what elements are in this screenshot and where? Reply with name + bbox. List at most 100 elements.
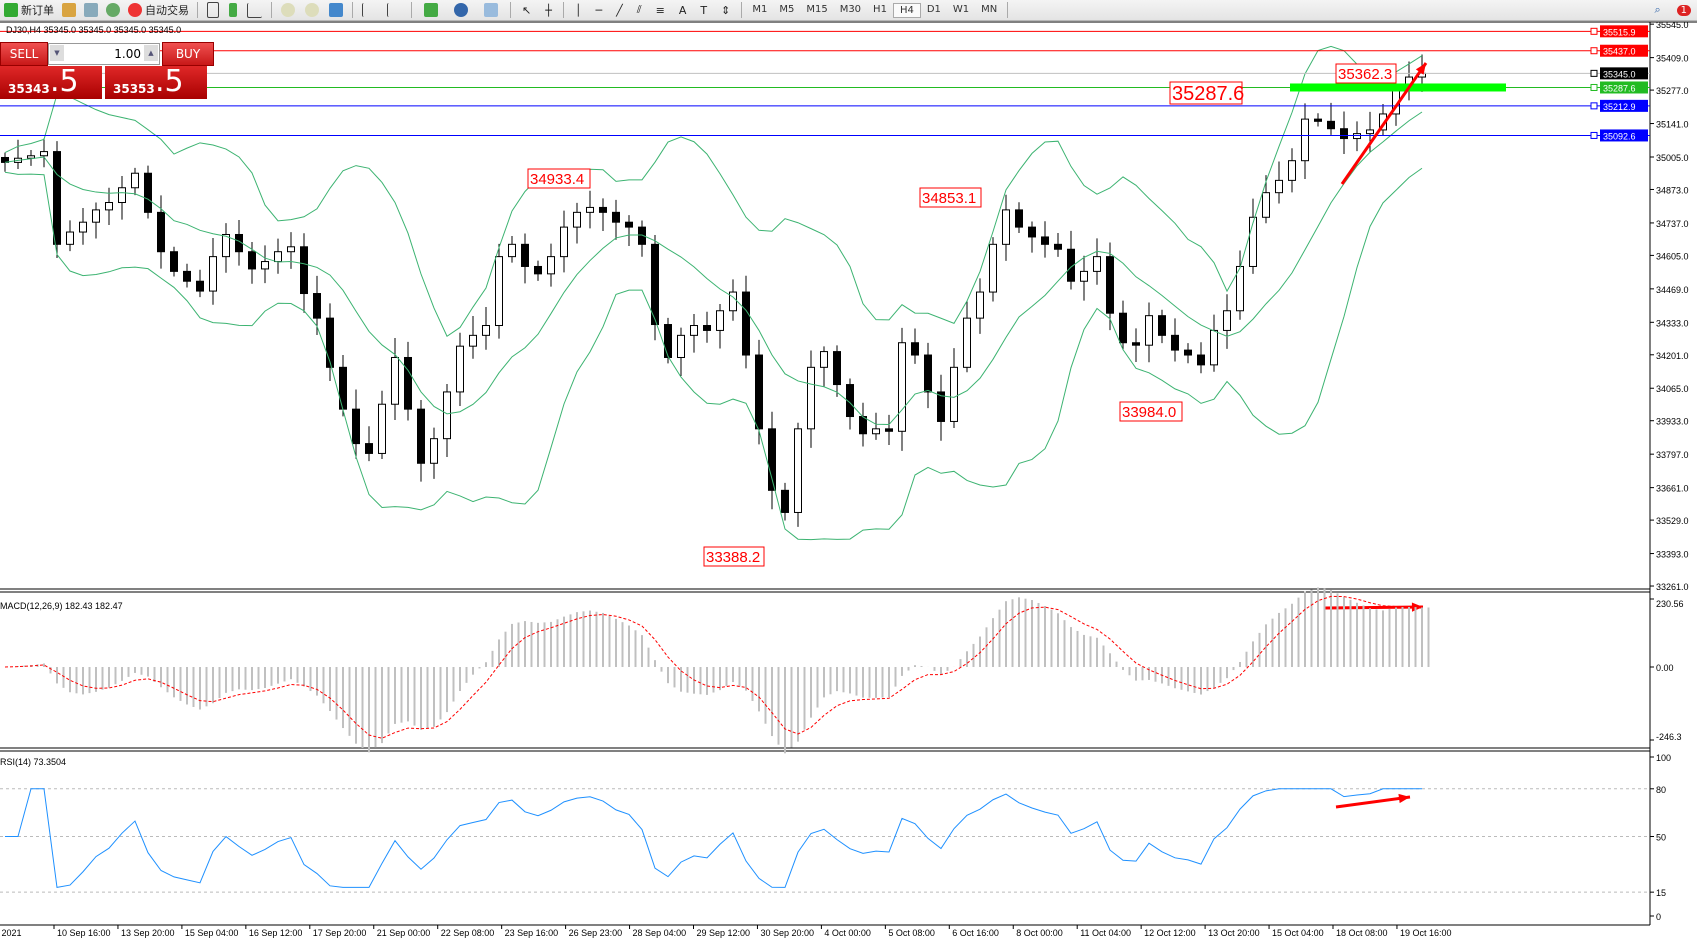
bullish-candle: [118, 187, 126, 204]
signals-icon[interactable]: [106, 3, 120, 17]
search-icon[interactable]: ⌕: [1654, 3, 1661, 16]
bearish-candle: [521, 243, 529, 267]
bearish-candle: [1184, 349, 1192, 356]
price-tick-label: 34469.0: [1656, 285, 1689, 295]
price-tick-label: 34065.0: [1656, 384, 1689, 394]
price-tag: [1600, 44, 1648, 57]
price-tag-label: 35092.6: [1603, 131, 1636, 141]
timeframe-w1[interactable]: W1: [952, 3, 970, 15]
cursor-icon[interactable]: ↖: [522, 3, 532, 17]
line-chart-icon[interactable]: [247, 2, 262, 18]
zoom-in-icon[interactable]: [281, 3, 295, 17]
bullish-candle: [872, 428, 880, 435]
auto-scroll-icon[interactable]: [362, 3, 377, 17]
horizontal-line-icon[interactable]: ─: [595, 3, 603, 17]
notification-badge[interactable]: 1: [1676, 4, 1691, 16]
bearish-candle: [625, 221, 633, 228]
bearish-candle: [768, 428, 776, 491]
new-order-button[interactable]: 新订单: [0, 1, 58, 19]
price-tick-label: 33661.0: [1656, 484, 1689, 494]
text-label-icon[interactable]: T: [700, 3, 708, 17]
arrows-icon[interactable]: ⇕: [721, 3, 731, 17]
buy-price[interactable]: 35353.5: [105, 64, 207, 99]
buy-button[interactable]: BUY: [162, 42, 214, 66]
separator: [411, 2, 412, 18]
bullish-candle: [105, 202, 113, 211]
bullish-candle: [1275, 179, 1283, 194]
templates-icon[interactable]: [484, 3, 498, 17]
candles: [1, 54, 1426, 527]
sell-button[interactable]: SELL: [0, 42, 48, 66]
bearish-candle: [937, 391, 945, 422]
zoom-out-icon[interactable]: [305, 3, 319, 17]
lot-decrease-button[interactable]: ▼: [50, 45, 64, 61]
market-watch-icon[interactable]: [62, 3, 76, 17]
price-tick-label: 34605.0: [1656, 251, 1689, 261]
annotation-box: [703, 546, 765, 567]
periods-icon[interactable]: [454, 3, 468, 17]
price-tick-label: 35141.0: [1656, 120, 1689, 130]
bollinger-upper-band: [4, 45, 1423, 338]
navigator-icon[interactable]: [84, 3, 98, 17]
timeframe-mn[interactable]: MN: [981, 3, 998, 15]
bullish-candle: [274, 251, 282, 263]
timeframe-m30[interactable]: M30: [839, 3, 862, 15]
toolbar: 新订单 自动交易 ↖ ┼ │ ─ ╱ ⫽ ≡ A T ⇕ M1 M5 M15 M30 H…: [0, 0, 1697, 21]
candlestick-icon[interactable]: [229, 3, 237, 17]
indicators-icon[interactable]: [424, 3, 438, 17]
bullish-candle: [820, 351, 828, 368]
timeframe-h4[interactable]: H4: [892, 2, 921, 18]
timeframe-d1[interactable]: D1: [926, 3, 941, 15]
bullish-candle: [794, 428, 802, 513]
crosshair-icon[interactable]: ┼: [545, 3, 552, 17]
bullish-candle: [1288, 160, 1296, 181]
chart-shift-icon[interactable]: [387, 3, 402, 17]
lot-size-input[interactable]: ▼ 1.00 ▲: [48, 43, 160, 65]
bearish-candle: [651, 243, 659, 326]
separator: [352, 2, 353, 18]
bearish-candle: [885, 428, 893, 432]
timeframe-m15[interactable]: M15: [806, 3, 828, 15]
lot-increase-button[interactable]: ▲: [144, 45, 158, 61]
separator: [197, 2, 198, 18]
timeframe-h1[interactable]: H1: [873, 3, 887, 15]
price-tick-label: 34201.0: [1656, 351, 1689, 361]
bearish-candle: [300, 246, 308, 295]
bullish-candle: [1223, 310, 1231, 331]
annotation-box: [527, 168, 591, 189]
line-handle: [1590, 102, 1598, 110]
auto-trading-button[interactable]: 自动交易: [124, 1, 193, 19]
tile-windows-icon[interactable]: [329, 3, 343, 17]
time-label: 26 Sep 23:00: [569, 928, 623, 938]
bearish-candle: [326, 317, 334, 368]
macd-tick-label: -246.3: [1656, 732, 1682, 742]
bearish-candle: [1197, 354, 1205, 366]
lot-value[interactable]: 1.00: [114, 47, 141, 61]
fibonacci-icon[interactable]: ≡: [655, 3, 665, 17]
rsi-label: RSI(14) 73.3504: [0, 757, 66, 767]
bearish-candle: [1015, 209, 1023, 228]
bearish-candle: [1171, 334, 1179, 351]
bullish-candle: [729, 291, 737, 312]
sell-price[interactable]: 35343.5: [0, 64, 102, 99]
timeframe-m5[interactable]: M5: [779, 3, 795, 15]
bullish-candle: [1210, 329, 1218, 366]
bullish-candle: [1353, 133, 1361, 140]
channel-icon[interactable]: ⫽: [636, 3, 642, 16]
bullish-candle: [547, 256, 555, 275]
time-label: 21 Sep 00:00: [377, 928, 431, 938]
vertical-line-icon[interactable]: │: [574, 3, 582, 17]
annotation-label: 34853.1: [922, 190, 976, 207]
text-icon[interactable]: A: [678, 3, 687, 17]
separator: [271, 2, 272, 18]
trendline-icon[interactable]: ╱: [616, 3, 623, 17]
bullish-candle: [222, 233, 230, 258]
bar-chart-icon[interactable]: [207, 2, 219, 18]
timeframe-m1[interactable]: M1: [752, 3, 768, 15]
bearish-candle: [1054, 243, 1062, 250]
bearish-candle: [859, 416, 867, 435]
line-handle: [1590, 83, 1598, 91]
chart-area[interactable]: 35545.0 35409.0 35277.0 35141.0 35005.0 34873…: [0, 21, 1697, 940]
bullish-candle: [586, 206, 594, 213]
macd-tick-label: 230.56: [1656, 599, 1684, 609]
